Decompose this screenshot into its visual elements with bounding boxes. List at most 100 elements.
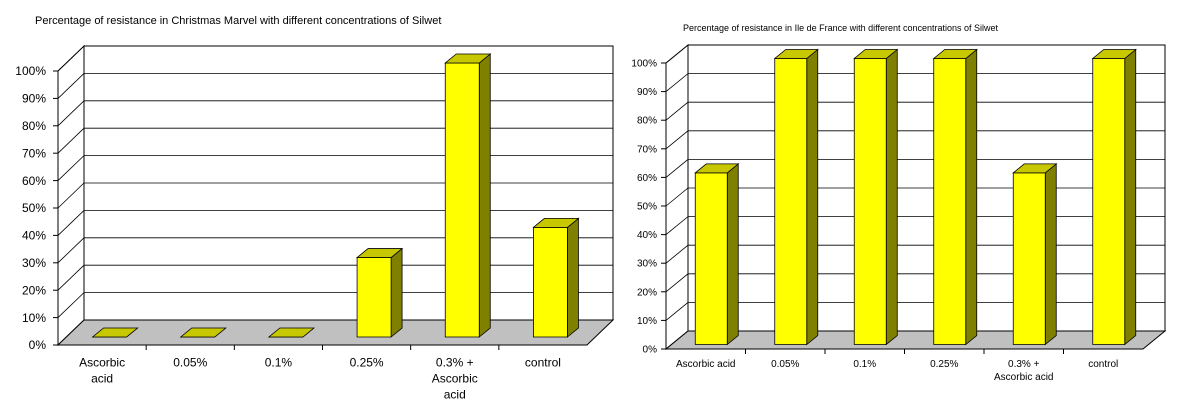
bar-front [694, 172, 728, 345]
gridline [665, 187, 1165, 207]
bar-front [853, 58, 887, 345]
x-category-label: Ascorbic acid [79, 356, 125, 386]
x-category-label-line: control [525, 356, 561, 370]
bar-side [1124, 48, 1137, 346]
y-tick-label: 90% [637, 87, 657, 98]
bar-4 [932, 48, 978, 346]
gridline [57, 127, 613, 154]
gridline [665, 273, 1165, 293]
gridline [57, 73, 613, 99]
bar-6 [1091, 48, 1137, 346]
gridline [665, 44, 1165, 64]
y-tick-label: 90% [22, 92, 46, 106]
y-tick-label: 30% [637, 259, 657, 270]
y-tick-label: 50% [637, 202, 657, 213]
y-tick-label: 10% [637, 316, 657, 327]
gridline [57, 237, 613, 264]
x-category-label-line: 0.1% [265, 356, 293, 370]
gridline [665, 73, 1165, 92]
chart-1: Percentage of resistance in Christmas Ma… [15, 15, 615, 402]
bar-2 [179, 327, 227, 338]
bar-top [773, 49, 819, 59]
x-category-label-line: 0.25% [350, 356, 384, 370]
y-tick-label: 30% [22, 256, 46, 270]
y-tick-label: 60% [22, 174, 46, 188]
bar-front [444, 62, 480, 338]
bar-front [774, 58, 808, 345]
bar-top [853, 49, 899, 59]
bar-side [806, 48, 819, 346]
bar-front [533, 226, 568, 338]
bar-top [1091, 49, 1137, 59]
bar-side [390, 247, 403, 338]
x-category-label: 0.05% [771, 359, 799, 370]
chart-floor [664, 330, 1167, 350]
bar-top [267, 327, 316, 338]
y-tick-label: 0% [29, 338, 47, 352]
y-tick-label: 80% [637, 116, 657, 127]
gridline [57, 182, 613, 209]
gridline [57, 155, 613, 181]
y-tick-label: 100% [15, 64, 46, 78]
bar-3 [853, 48, 899, 346]
y-tick-label: 20% [637, 287, 657, 298]
bar-front [1012, 172, 1046, 345]
x-category-label-line: acid [444, 388, 466, 402]
gridline [665, 130, 1165, 150]
bar-side [726, 163, 739, 346]
x-category-label: 0.25% [350, 356, 384, 370]
bar-1 [91, 327, 139, 338]
y-tick-label: 0% [643, 345, 658, 356]
chart-2: Percentage of resistance in Ile de Franc… [631, 23, 1167, 383]
x-category-label: 0.05% [173, 356, 207, 370]
bar-1 [694, 163, 740, 346]
x-category-label: 0.25% [930, 359, 958, 370]
bar-6 [532, 217, 580, 338]
y-tick-label: 60% [637, 173, 657, 184]
x-category-label: Ascorbic acid [676, 359, 735, 370]
bar-5 [444, 53, 492, 338]
y-tick-label: 70% [22, 146, 46, 160]
y-tick-label: 10% [22, 311, 46, 325]
x-category-label-line: acid [91, 372, 113, 386]
bar-side [1044, 163, 1057, 346]
x-category-label-line: 0.05% [771, 359, 799, 370]
bar-side [885, 48, 898, 346]
gridline [57, 292, 613, 318]
x-category-label: control [525, 356, 561, 370]
gridline [665, 244, 1165, 264]
x-category-label-line: 0.3% + [436, 356, 474, 370]
bar-top [532, 217, 580, 228]
gridline [57, 264, 613, 291]
x-category-label: 0.1% [853, 359, 876, 370]
chart-title: Percentage of resistance in Ile de Franc… [683, 23, 999, 33]
y-tick-label: 20% [22, 283, 46, 297]
x-category-label-line: 0.3% + [1008, 359, 1040, 370]
bar-top [1012, 163, 1058, 174]
gridline [57, 100, 613, 127]
x-category-label: 0.3% + Ascorbic acid [432, 356, 478, 402]
chart-floor [56, 319, 615, 346]
gridline [57, 45, 613, 72]
bar-4 [355, 247, 404, 338]
bar-side [567, 217, 579, 338]
x-category-label: 0.3% + Ascorbic acid [994, 359, 1053, 383]
x-category-label-line: control [1088, 359, 1118, 370]
bar-top [932, 49, 978, 59]
gridline [665, 301, 1165, 321]
bar-front [933, 58, 967, 345]
bar-top [179, 327, 227, 338]
bar-top [444, 53, 492, 64]
bar-top [694, 163, 740, 174]
x-category-label: control [1088, 359, 1118, 370]
bar-2 [773, 48, 819, 346]
x-category-label: 0.1% [265, 356, 293, 370]
y-tick-label: 40% [22, 229, 46, 243]
y-tick-label: 50% [22, 201, 46, 215]
bar-side [965, 48, 978, 346]
bar-5 [1012, 163, 1058, 346]
bar-side [478, 53, 491, 338]
x-category-label-line: Ascorbic acid [676, 359, 735, 370]
bar-top [91, 327, 139, 338]
